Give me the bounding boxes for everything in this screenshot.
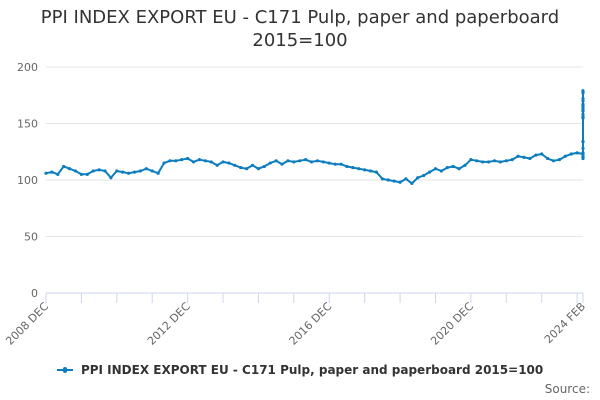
svg-text:2016 DEC: 2016 DEC	[287, 300, 335, 348]
legend-line-marker-icon	[56, 366, 73, 373]
legend-label: PPI INDEX EXPORT EU - C171 Pulp, paper a…	[80, 363, 544, 377]
svg-text:2008 DEC: 2008 DEC	[3, 300, 51, 348]
svg-text:2012 DEC: 2012 DEC	[145, 300, 193, 348]
series-markers	[44, 89, 585, 185]
chart-title: PPI INDEX EXPORT EU - C171 Pulp, paper a…	[0, 6, 600, 52]
x-axis-labels: 2008 DEC 2012 DEC 2016 DEC 2020 DEC 2024 FEB	[3, 300, 588, 348]
y-axis-ticks: 0 50 100 150 200	[17, 61, 38, 300]
gridlines	[46, 66, 583, 237]
svg-text:2024 FEB: 2024 FEB	[542, 300, 588, 346]
x-axis	[45, 292, 584, 303]
chart-title-line1: PPI INDEX EXPORT EU - C171 Pulp, paper a…	[40, 7, 560, 28]
line-chart: 0 50 100 150 200 2008 DEC 2012 DEC 2016 DEC 202…	[3, 61, 588, 348]
source-label: Source:	[544, 382, 590, 396]
svg-text:150: 150	[17, 118, 38, 131]
series-line[interactable]	[45, 89, 584, 185]
svg-text:2020 DEC: 2020 DEC	[428, 300, 476, 348]
svg-text:100: 100	[17, 174, 38, 187]
svg-text:50: 50	[24, 231, 38, 244]
svg-text:0: 0	[31, 287, 38, 300]
chart-title-line2: 2015=100	[252, 30, 348, 51]
legend[interactable]: PPI INDEX EXPORT EU - C171 Pulp, paper a…	[0, 363, 600, 377]
svg-text:200: 200	[17, 61, 38, 74]
